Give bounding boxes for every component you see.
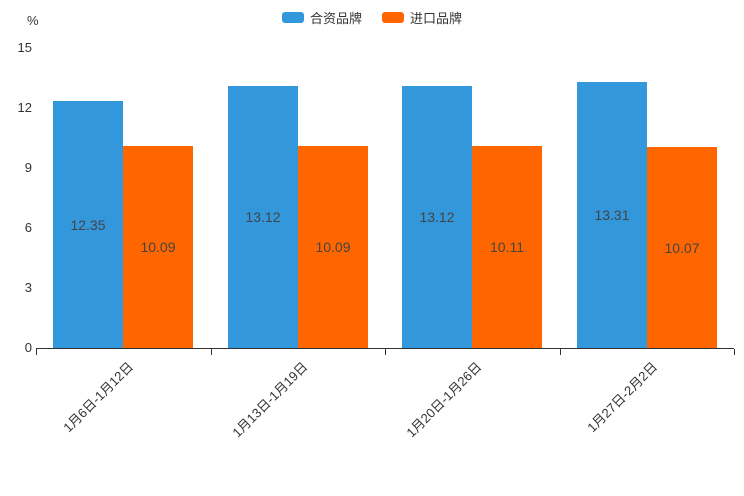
bar-value-label: 10.09 [140,239,176,255]
legend-label: 合资品牌 [309,11,362,26]
bar-s1-c0[interactable] [123,146,193,348]
bar-s1-c2[interactable] [472,146,542,348]
bar-s0-c0[interactable] [53,101,123,348]
bar-value-label: 10.11 [490,239,524,255]
bar-s0-c3[interactable] [577,82,647,348]
legend-item-1[interactable]: 进口品牌 [382,8,462,27]
legend-item-0[interactable]: 合资品牌 [281,8,362,27]
y-axis-tick-label: 6 [24,220,32,235]
bar-value-label: 13.12 [245,209,281,225]
x-axis-line [36,348,734,349]
bar-value-label: 12.35 [70,217,106,233]
bar-s1-c3[interactable] [647,147,717,348]
x-axis-label: 1月13日-1月19日 [229,359,311,441]
legend: 合资品牌 进口品牌 [0,8,744,27]
x-axis-tick [211,349,212,355]
x-axis-tick [734,349,735,355]
y-axis-unit-label: % [27,13,39,28]
bar-s1-c1[interactable] [298,146,368,348]
bar-value-label: 10.09 [315,239,351,255]
bar-value-label: 10.07 [664,240,700,256]
bar-value-label: 13.31 [594,207,630,223]
y-axis-tick-label: 3 [24,280,32,295]
x-axis-label: 1月27日-2月2日 [583,359,660,436]
legend-swatch-icon [281,12,304,23]
y-axis-tick-label: 15 [17,40,32,55]
bar-s0-c2[interactable] [402,86,472,348]
legend-swatch-icon [382,12,404,23]
x-axis-tick [36,349,37,355]
legend-label: 进口品牌 [410,11,463,26]
x-axis-label: 1月20日-1月26日 [403,359,485,441]
x-axis-tick [385,349,386,355]
x-axis-tick [560,349,561,355]
bar-value-label: 13.12 [419,209,455,225]
x-axis-label: 1月6日-1月12日 [59,359,136,436]
y-axis-tick-label: 0 [24,340,32,355]
y-axis-tick-label: 12 [17,100,32,115]
bar-s0-c1[interactable] [228,86,298,348]
y-axis-tick-label: 9 [24,160,32,175]
